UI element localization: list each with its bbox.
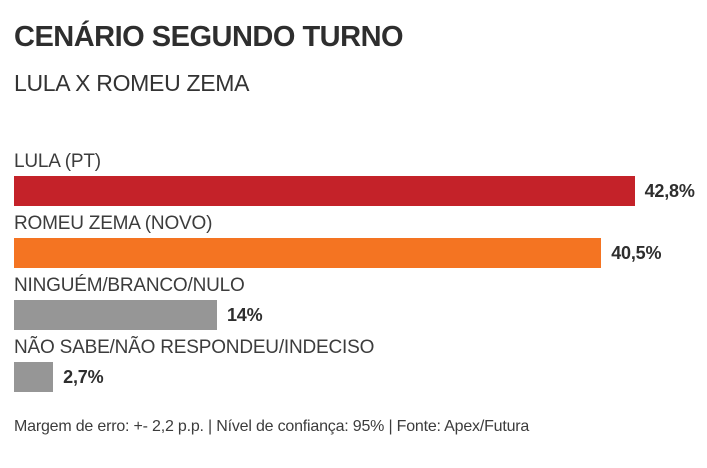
value-label: 42,8% [644, 180, 695, 201]
value-label: 40,5% [611, 242, 662, 263]
bar-row: ROMEU ZEMA (NOVO) 40,5% [14, 213, 693, 268]
chart-footnote: Margem de erro: +- 2,2 p.p. | Nível de c… [14, 418, 530, 435]
page-title: CENÁRIO SEGUNDO TURNO [14, 21, 404, 53]
value-label: 14% [227, 304, 263, 325]
bar-row: NINGUÉM/BRANCO/NULO 14% [14, 275, 693, 330]
category-label: ROMEU ZEMA (NOVO) [14, 213, 213, 234]
bar-line: 2,7% [14, 362, 693, 392]
page-subtitle: LULA X ROMEU ZEMA [14, 70, 250, 96]
bar [14, 300, 217, 330]
bar-line: 40,5% [14, 238, 693, 268]
bar-line: 14% [14, 300, 693, 330]
value-label: 2,7% [63, 366, 104, 387]
bar-chart: LULA (PT) 42,8% ROMEU ZEMA (NOVO) 40,5% NING… [14, 151, 695, 399]
category-label: LULA (PT) [14, 151, 101, 172]
bar-row: NÃO SABE/NÃO RESPONDEU/INDECISO 2,7% [14, 337, 693, 392]
bar [14, 362, 54, 392]
bar-row: LULA (PT) 42,8% [14, 151, 695, 206]
bar [14, 176, 635, 206]
category-label: NINGUÉM/BRANCO/NULO [14, 275, 245, 296]
bar-line: 42,8% [14, 176, 695, 206]
category-label: NÃO SABE/NÃO RESPONDEU/INDECISO [14, 337, 375, 358]
bar [14, 238, 602, 268]
